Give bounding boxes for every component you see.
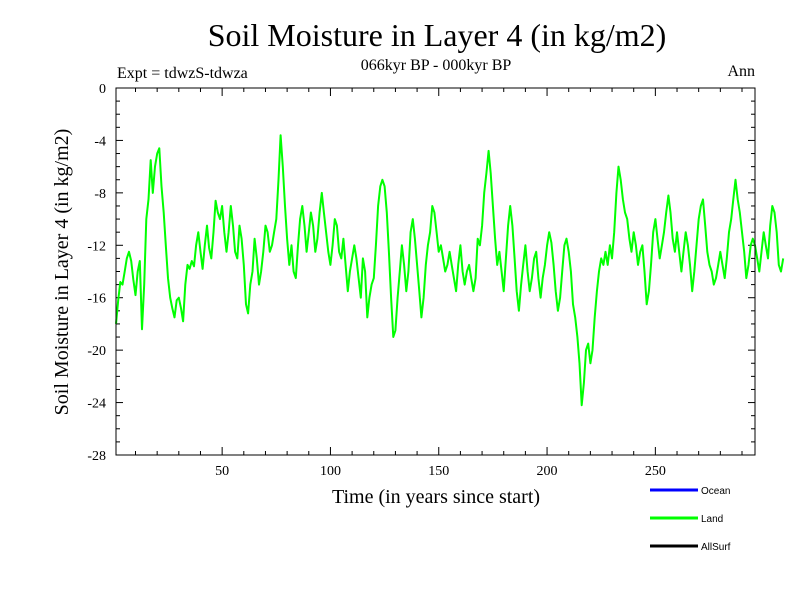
y-tick-label: -12	[87, 239, 106, 254]
legend-label-land: Land	[701, 514, 723, 525]
series-line-land	[115, 134, 785, 407]
season-label: Ann	[727, 63, 755, 80]
legend: Ocean Land AllSurf	[650, 486, 731, 553]
x-tick-label: 100	[320, 464, 341, 479]
x-tick-label: 200	[537, 464, 558, 479]
experiment-label: Expt = tdwzS-tdwza	[117, 65, 248, 82]
chart-title: Soil Moisture in Layer 4 (in kg/m2)	[208, 17, 667, 53]
x-tick-label: 150	[428, 464, 449, 479]
y-tick-label: -20	[87, 344, 106, 359]
legend-label-allsurf: AllSurf	[701, 542, 731, 553]
y-tick-label: -24	[87, 397, 106, 412]
axes: 0 -4 -8 -12 -16 -20 -24 -28 50 100 150 200 250	[87, 82, 755, 479]
y-tick-label: 0	[99, 82, 106, 97]
y-tick-label: -4	[94, 134, 106, 149]
plot-frame	[115, 87, 756, 456]
legend-label-ocean: Ocean	[701, 486, 730, 497]
y-tick-label: -8	[94, 187, 106, 202]
chart-subtitle: 066kyr BP - 000kyr BP	[361, 57, 512, 74]
series-layer	[115, 134, 785, 407]
y-axis-label: Soil Moisture in Layer 4 (in kg/m2)	[51, 129, 73, 416]
y-tick-label: -28	[87, 449, 106, 464]
x-tick-label: 250	[645, 464, 666, 479]
x-tick-label: 50	[215, 464, 229, 479]
y-tick-label: -16	[87, 292, 106, 307]
x-axis-label: Time (in years since start)	[332, 486, 540, 508]
